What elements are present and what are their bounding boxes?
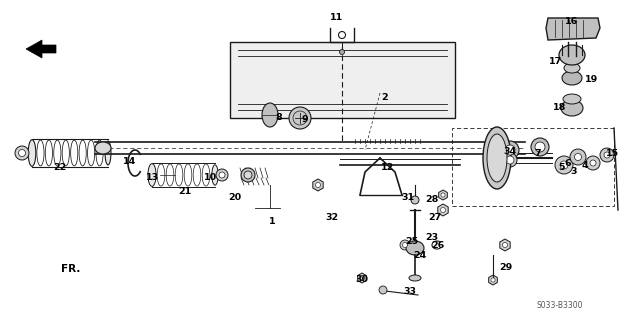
Text: 13: 13 <box>145 174 159 182</box>
Text: 16: 16 <box>565 18 579 26</box>
Text: 17: 17 <box>549 57 563 66</box>
Circle shape <box>360 276 364 280</box>
Circle shape <box>586 156 600 170</box>
Ellipse shape <box>562 71 582 85</box>
Text: 5: 5 <box>559 164 565 173</box>
Ellipse shape <box>483 127 511 189</box>
Text: 3: 3 <box>571 167 577 176</box>
Circle shape <box>502 242 508 248</box>
Ellipse shape <box>563 94 581 104</box>
Circle shape <box>244 171 252 179</box>
Text: 23: 23 <box>426 234 438 242</box>
Ellipse shape <box>212 165 218 185</box>
Ellipse shape <box>28 140 36 166</box>
Text: 12: 12 <box>381 164 395 173</box>
Ellipse shape <box>406 241 424 255</box>
Circle shape <box>575 153 582 160</box>
Ellipse shape <box>564 63 580 73</box>
Circle shape <box>600 148 614 162</box>
Text: 25: 25 <box>405 238 419 247</box>
Circle shape <box>15 146 29 160</box>
Text: 22: 22 <box>53 164 67 173</box>
Circle shape <box>339 32 346 39</box>
Circle shape <box>339 49 344 55</box>
Text: 9: 9 <box>301 115 308 124</box>
Polygon shape <box>230 42 455 118</box>
Circle shape <box>501 141 519 159</box>
Circle shape <box>506 156 514 164</box>
Circle shape <box>560 161 568 169</box>
Circle shape <box>241 168 255 182</box>
Text: FR.: FR. <box>61 264 81 274</box>
Ellipse shape <box>561 100 583 116</box>
Ellipse shape <box>289 107 311 129</box>
Circle shape <box>219 172 225 178</box>
Circle shape <box>216 169 228 181</box>
Polygon shape <box>438 204 448 216</box>
Text: 26: 26 <box>431 241 445 249</box>
Polygon shape <box>438 190 447 200</box>
Text: 4: 4 <box>582 160 588 169</box>
Circle shape <box>440 207 445 212</box>
Text: 8: 8 <box>276 114 282 122</box>
Circle shape <box>503 153 517 167</box>
Circle shape <box>400 240 410 250</box>
Circle shape <box>604 152 610 158</box>
Polygon shape <box>489 275 497 285</box>
Text: 27: 27 <box>428 213 442 222</box>
Text: 10: 10 <box>204 174 216 182</box>
Polygon shape <box>313 179 323 191</box>
Ellipse shape <box>487 134 507 182</box>
Text: 2: 2 <box>381 93 388 102</box>
Text: 19: 19 <box>586 76 598 85</box>
Ellipse shape <box>262 103 278 127</box>
Text: 7: 7 <box>534 149 541 158</box>
Circle shape <box>535 142 545 152</box>
Ellipse shape <box>105 141 111 165</box>
Text: 31: 31 <box>401 192 415 202</box>
Circle shape <box>590 160 596 166</box>
Text: 30: 30 <box>355 275 369 284</box>
Circle shape <box>19 150 26 157</box>
Text: 32: 32 <box>325 213 339 222</box>
Ellipse shape <box>95 142 111 154</box>
Circle shape <box>316 182 321 188</box>
Text: 24: 24 <box>413 250 427 259</box>
Text: 6: 6 <box>564 159 572 167</box>
Text: 34: 34 <box>504 147 516 157</box>
Bar <box>452 128 614 206</box>
Text: 28: 28 <box>426 196 438 204</box>
Circle shape <box>570 149 586 165</box>
Circle shape <box>403 242 408 248</box>
Ellipse shape <box>559 45 585 65</box>
Polygon shape <box>546 18 600 40</box>
Circle shape <box>531 138 549 156</box>
Polygon shape <box>500 239 510 251</box>
Circle shape <box>411 196 419 204</box>
Text: 1: 1 <box>269 218 275 226</box>
Text: S033-B3300: S033-B3300 <box>537 301 583 310</box>
Text: 21: 21 <box>179 188 191 197</box>
Circle shape <box>505 145 515 155</box>
Circle shape <box>360 276 365 280</box>
Text: 20: 20 <box>228 192 241 202</box>
Text: 33: 33 <box>403 286 417 295</box>
Text: 14: 14 <box>124 158 136 167</box>
Text: 29: 29 <box>499 263 513 272</box>
Circle shape <box>555 156 573 174</box>
Polygon shape <box>26 40 56 58</box>
Text: 15: 15 <box>605 149 619 158</box>
Text: 18: 18 <box>554 102 566 112</box>
Circle shape <box>379 286 387 294</box>
Polygon shape <box>358 273 366 283</box>
Circle shape <box>441 193 445 197</box>
Text: 11: 11 <box>330 13 344 23</box>
Circle shape <box>491 278 495 282</box>
Ellipse shape <box>409 275 421 281</box>
Ellipse shape <box>148 164 156 186</box>
